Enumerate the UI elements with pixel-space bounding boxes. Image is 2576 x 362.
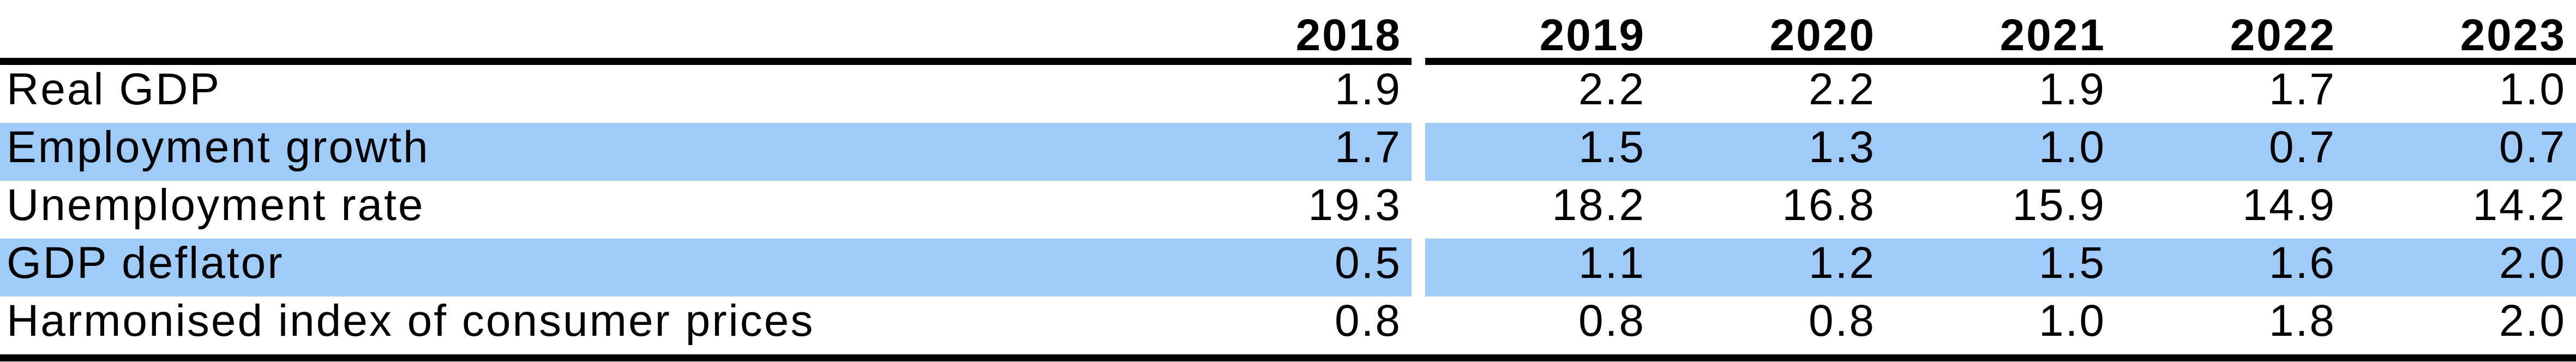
cell-value: 1.7 <box>1181 122 1412 181</box>
cell-value: 1.6 <box>2116 238 2346 296</box>
cell-value: 18.2 <box>1552 180 1646 230</box>
cell-value: 1.3 <box>1655 122 1886 181</box>
table-row-hicp: Harmonised index of consumer prices 0.8 … <box>0 296 2576 354</box>
cell-value: 1.5 <box>1425 122 1655 181</box>
column-gap <box>1412 0 1425 65</box>
row-label: GDP deflator <box>0 238 1181 296</box>
header-year-2019: 2019 <box>1425 0 1655 65</box>
cell-value: 16.8 <box>1782 180 1876 230</box>
table-header-row: 2018 2019 2020 2021 2022 2023 <box>0 0 2576 65</box>
header-year-2022: 2022 <box>2116 0 2346 65</box>
column-gap <box>1412 239 1425 296</box>
row-label: Employment growth <box>0 122 1181 181</box>
header-year-2023: 2023 <box>2346 0 2576 65</box>
cell-value: 1.1 <box>1425 238 1655 296</box>
cell-value: 0.7 <box>2346 122 2576 181</box>
cell-value: 15.9 <box>2012 180 2106 230</box>
cell-value: 1.0 <box>2499 64 2566 114</box>
cell-value: 2.0 <box>2499 296 2566 346</box>
cell-value: 0.7 <box>2116 122 2346 181</box>
cell-value: 0.8 <box>1809 296 1876 346</box>
cell-value: 0.5 <box>1181 238 1412 296</box>
cell-value: 14.9 <box>2242 180 2336 230</box>
cell-value: 19.3 <box>1308 180 1402 230</box>
cell-value: 1.7 <box>2269 64 2336 114</box>
header-empty-label-cell <box>0 0 1181 65</box>
cell-value: 14.2 <box>2472 180 2566 230</box>
cell-value: 1.0 <box>2039 296 2106 346</box>
cell-value: 1.9 <box>1335 64 1402 114</box>
cell-value: 1.0 <box>1886 122 2116 181</box>
table-row-unemployment-rate: Unemployment rate 19.3 18.2 16.8 15.9 14… <box>0 180 2576 239</box>
cell-value: 2.2 <box>1809 64 1876 114</box>
column-gap <box>1412 123 1425 181</box>
column-gap <box>1412 65 1425 123</box>
column-gap <box>1412 296 1425 354</box>
row-label: Harmonised index of consumer prices <box>7 296 815 346</box>
header-year-2020: 2020 <box>1655 0 1886 65</box>
cell-value: 1.2 <box>1655 238 1886 296</box>
table-bottom-rule <box>0 354 2576 361</box>
cell-value: 1.5 <box>1886 238 2116 296</box>
cell-value: 2.2 <box>1578 64 1646 114</box>
cell-value: 1.9 <box>2039 64 2106 114</box>
row-label: Real GDP <box>7 64 221 114</box>
table-row-real-gdp: Real GDP 1.9 2.2 2.2 1.9 1.7 1.0 <box>0 64 2576 123</box>
table-row-gdp-deflator: GDP deflator 0.5 1.1 1.2 1.5 1.6 2.0 <box>0 238 2576 296</box>
cell-value: 0.8 <box>1578 296 1646 346</box>
header-year-2018: 2018 <box>1181 0 1412 65</box>
cell-value: 0.8 <box>1335 296 1402 346</box>
table-row-employment-growth: Employment growth 1.7 1.5 1.3 1.0 0.7 0.… <box>0 122 2576 181</box>
row-label: Unemployment rate <box>7 180 425 230</box>
column-gap <box>1412 181 1425 239</box>
header-year-2021: 2021 <box>1886 0 2116 65</box>
cell-value: 1.8 <box>2269 296 2336 346</box>
cell-value: 2.0 <box>2346 238 2576 296</box>
